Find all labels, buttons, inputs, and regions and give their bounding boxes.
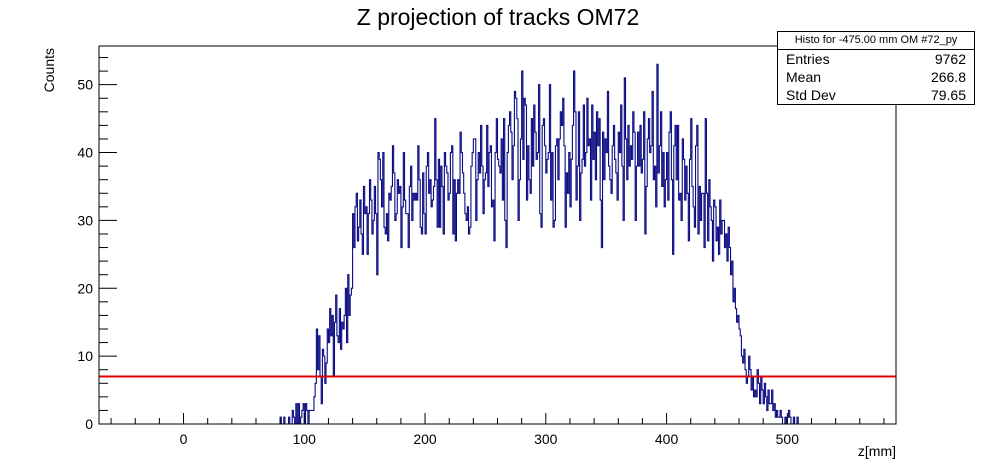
stats-row-mean: Mean 266.8 [778, 68, 974, 86]
stats-value: 79.65 [930, 87, 966, 103]
x-tick-label: 300 [534, 431, 558, 447]
y-tick-label: 10 [77, 348, 93, 364]
y-tick-label: 20 [77, 280, 93, 296]
y-axis-label: Counts [41, 48, 57, 92]
stats-label: Entries [786, 51, 830, 67]
histogram-line [279, 63, 799, 425]
y-tick-label: 30 [77, 212, 93, 228]
chart-title: Z projection of tracks OM72 [357, 4, 640, 30]
x-axis-label: z[mm] [858, 443, 896, 459]
x-tick-label: 100 [293, 431, 317, 447]
x-tick-label: 200 [413, 431, 437, 447]
histogram-series [99, 63, 896, 425]
x-tick-label: 0 [180, 431, 188, 447]
y-tick-label: 40 [77, 145, 93, 161]
y-tick-label: 50 [77, 77, 93, 93]
stats-value: 266.8 [930, 69, 966, 85]
y-tick-label: 0 [85, 416, 93, 432]
stats-value: 9762 [934, 51, 966, 67]
stats-label: Mean [786, 69, 822, 85]
stats-box-title: Histo for -475.00 mm OM #72_py [778, 32, 974, 50]
stats-row-entries: Entries 9762 [778, 50, 974, 68]
axes: 0 100 200 300 400 500 0 10 20 30 40 50 [77, 45, 897, 447]
stats-label: Std Dev [786, 87, 836, 103]
x-tick-label: 500 [776, 431, 800, 447]
stats-box: Histo for -475.00 mm OM #72_py Entries 9… [777, 31, 975, 105]
x-tick-label: 400 [655, 431, 679, 447]
stats-row-stddev: Std Dev 79.65 [778, 86, 974, 104]
